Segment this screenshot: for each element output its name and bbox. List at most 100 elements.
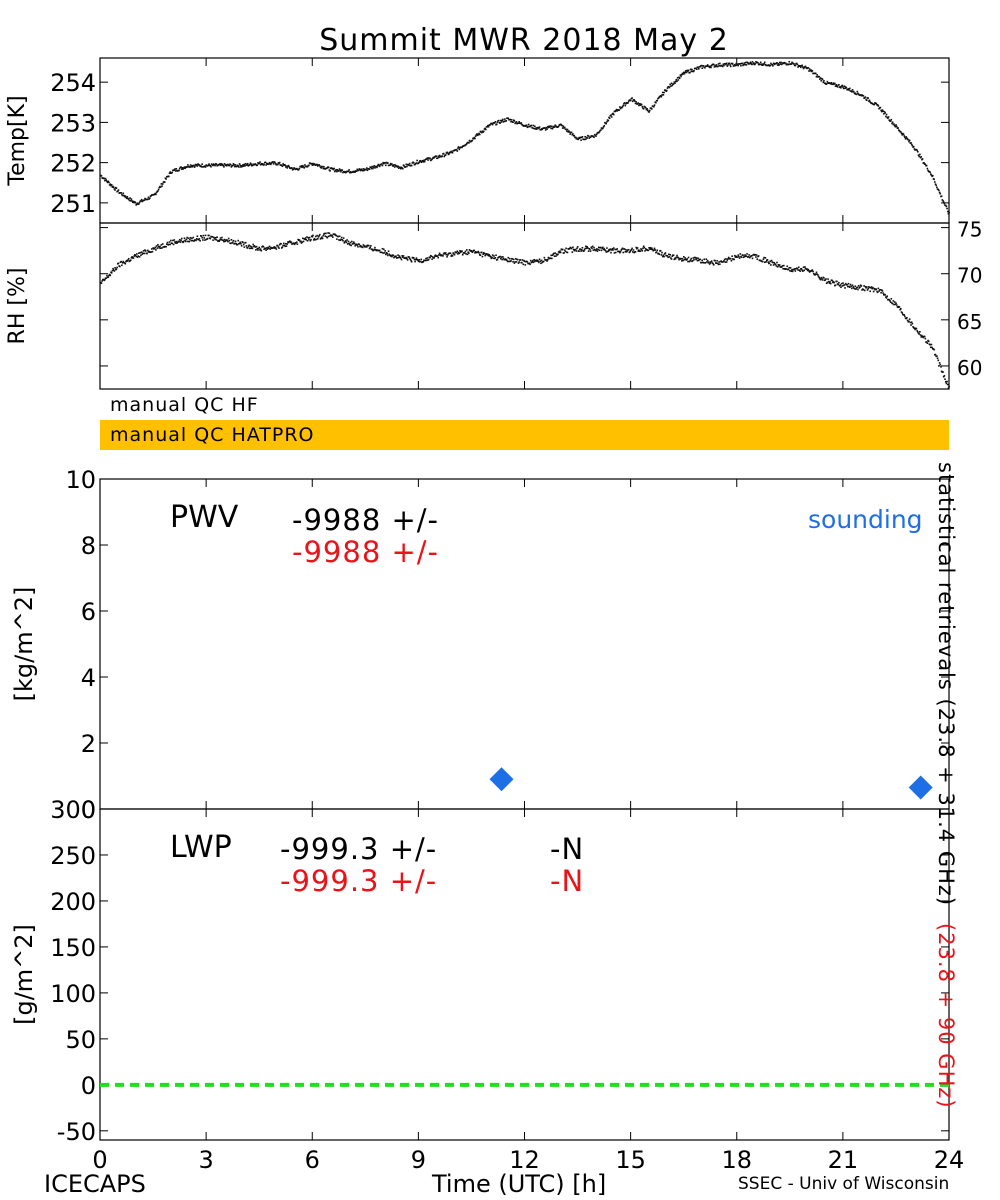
data-point <box>281 246 284 248</box>
data-point <box>689 68 692 71</box>
data-point <box>312 163 315 166</box>
data-point <box>439 254 442 256</box>
data-point <box>109 183 112 185</box>
data-point <box>840 86 842 89</box>
data-point <box>545 126 548 129</box>
data-point <box>680 260 683 262</box>
data-point <box>739 62 742 65</box>
data-point <box>776 64 779 66</box>
data-point <box>781 264 784 267</box>
data-point <box>576 247 578 250</box>
data-point <box>465 249 468 251</box>
data-point <box>862 95 865 97</box>
data-point <box>132 257 135 259</box>
data-point <box>538 126 541 128</box>
data-point <box>281 165 284 167</box>
data-point <box>763 261 766 264</box>
data-point <box>289 240 291 242</box>
data-point <box>826 281 829 284</box>
data-point <box>429 256 431 259</box>
data-point <box>410 259 412 262</box>
data-point <box>100 175 103 177</box>
data-point <box>798 269 801 271</box>
data-point <box>219 237 222 239</box>
data-point <box>525 124 528 127</box>
data-point <box>550 254 552 257</box>
data-point <box>636 247 638 250</box>
data-point <box>880 291 882 294</box>
data-point <box>476 133 478 135</box>
data-point <box>602 248 605 251</box>
data-point <box>514 257 517 260</box>
data-point <box>234 164 237 166</box>
data-point <box>242 241 244 244</box>
panel-frame-2 <box>99 222 950 390</box>
data-point <box>725 261 728 263</box>
data-point <box>146 249 149 252</box>
data-point <box>908 318 911 320</box>
data-point <box>507 117 510 120</box>
data-point <box>565 247 567 250</box>
data-point <box>690 257 693 260</box>
data-point <box>348 171 351 174</box>
data-point <box>292 168 295 170</box>
data-point <box>866 289 869 291</box>
data-point <box>522 263 525 266</box>
data-point <box>132 200 135 203</box>
data-point <box>174 170 177 172</box>
data-point <box>169 171 171 173</box>
data-point <box>788 266 791 269</box>
data-point <box>840 282 843 285</box>
data-point <box>653 249 655 251</box>
data-point <box>287 241 290 244</box>
data-point <box>349 241 352 244</box>
data-point <box>268 245 271 248</box>
data-point <box>302 164 304 167</box>
data-point <box>574 248 577 251</box>
data-point <box>507 256 510 259</box>
data-point <box>200 165 202 167</box>
data-point <box>744 61 747 64</box>
data-point <box>425 259 428 262</box>
data-point <box>273 246 276 248</box>
sounding-point <box>908 775 933 800</box>
data-point <box>942 199 944 202</box>
data-point <box>855 93 858 96</box>
data-point <box>513 120 516 122</box>
data-point <box>306 239 309 242</box>
data-point <box>461 253 464 256</box>
data-point <box>458 148 461 151</box>
data-point <box>155 191 158 194</box>
data-point <box>397 167 400 169</box>
data-point <box>215 163 218 165</box>
data-point <box>321 236 323 238</box>
data-point <box>834 85 837 87</box>
data-point <box>182 168 184 170</box>
data-point <box>768 64 770 66</box>
data-point <box>738 255 740 258</box>
data-point <box>565 128 567 131</box>
data-point <box>286 243 288 245</box>
data-point <box>742 63 745 66</box>
data-point <box>927 169 929 172</box>
y-tick-label: 50 <box>65 1026 96 1054</box>
data-point <box>888 299 891 301</box>
data-point <box>258 246 261 249</box>
data-point <box>772 62 775 65</box>
data-point <box>847 88 850 90</box>
data-point <box>300 165 303 167</box>
data-point <box>178 238 181 241</box>
data-point <box>335 168 337 171</box>
data-point <box>244 241 247 244</box>
data-point <box>404 257 407 260</box>
data-point <box>685 69 687 72</box>
data-point <box>770 264 772 266</box>
data-point <box>441 155 444 157</box>
data-point <box>867 97 869 99</box>
data-point <box>491 254 494 256</box>
data-point <box>259 163 262 166</box>
data-point <box>225 165 228 167</box>
data-point <box>625 102 627 105</box>
data-point <box>380 163 383 165</box>
data-point <box>727 64 729 66</box>
